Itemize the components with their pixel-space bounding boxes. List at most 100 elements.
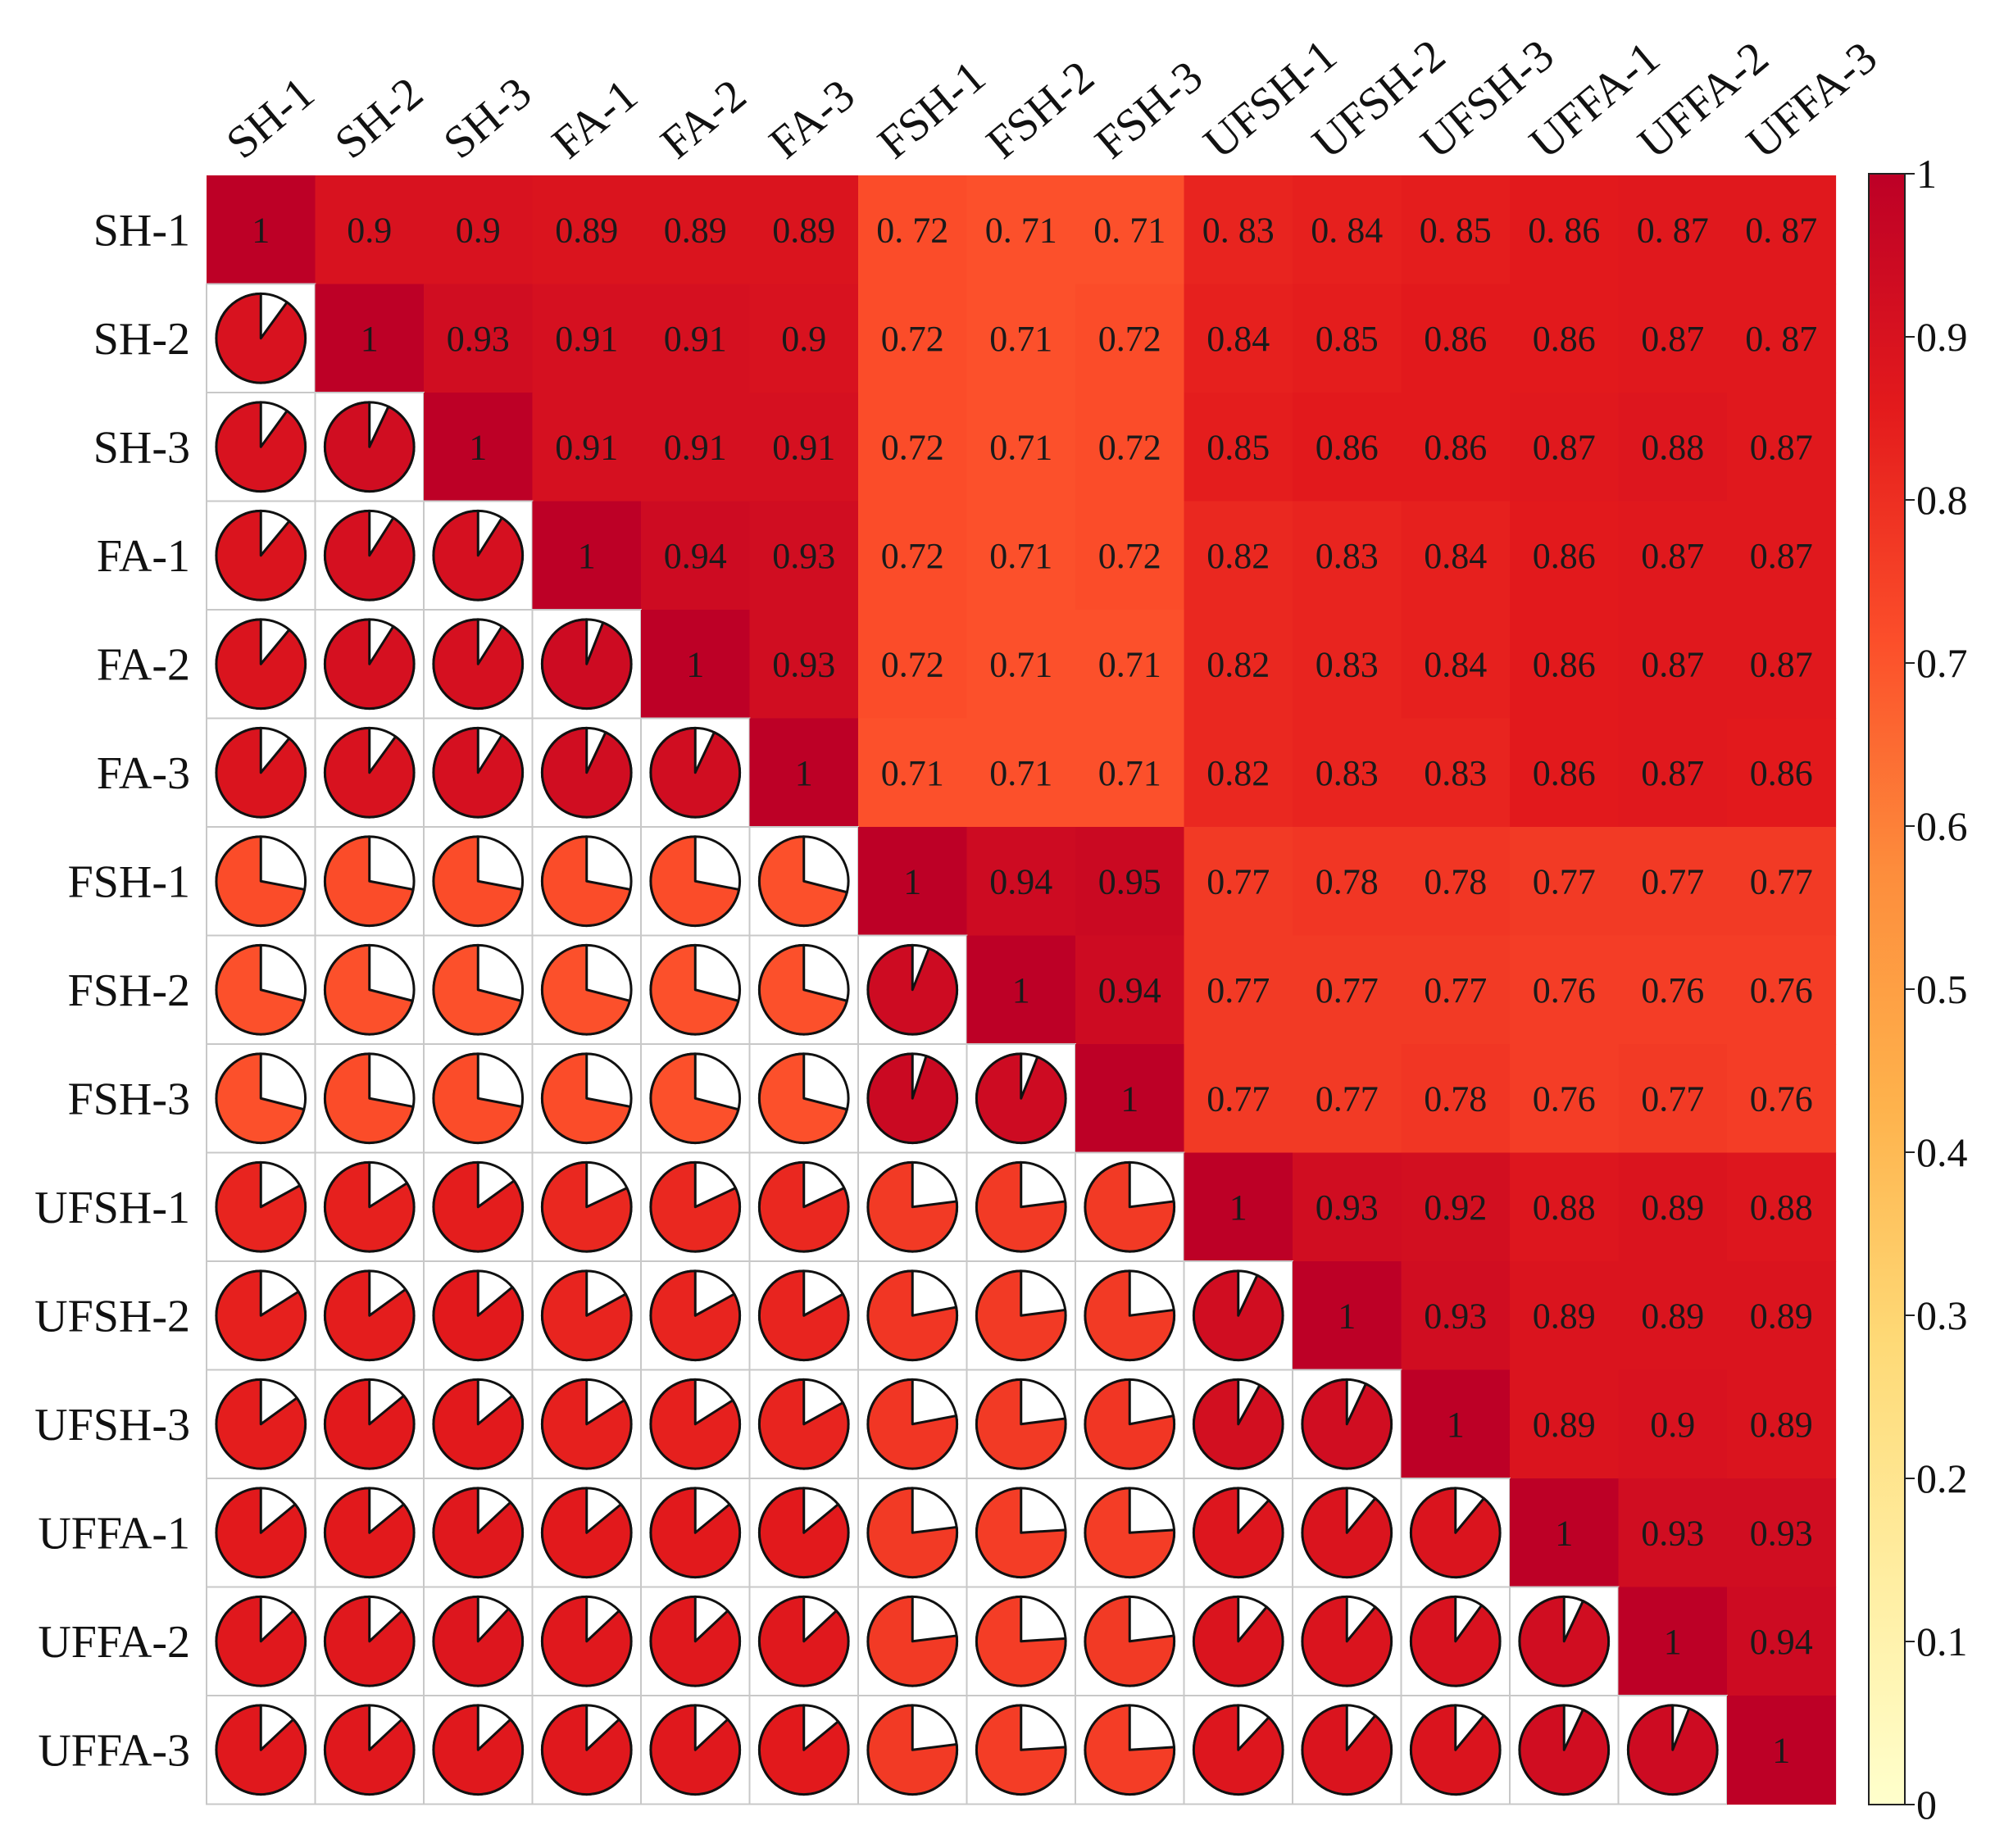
pie-slice [866, 1052, 959, 1145]
pie-slice [540, 1704, 633, 1796]
cell-value-label: 0.89 [555, 210, 618, 250]
cell-value-label: 0.71 [989, 427, 1052, 467]
heat-cell-1-10 [1293, 284, 1402, 393]
pie-slice [540, 618, 633, 711]
pie-slice [757, 1160, 850, 1253]
cell-value-label: 0.86 [1533, 536, 1596, 576]
heat-cell-5-13 [1618, 718, 1728, 828]
heat-cell-4-4 [641, 610, 751, 720]
heat-cell-8-11 [1401, 1044, 1511, 1154]
cell-value-label: 0. 71 [985, 210, 1057, 250]
cell-value-label: 0.82 [1207, 753, 1270, 793]
cell-value-label: 0. 71 [1093, 210, 1166, 250]
cell-value-label: 1 [1664, 1622, 1682, 1662]
cell-value-label: 0.76 [1533, 970, 1596, 1010]
heat-cell-3-3 [532, 501, 642, 611]
cell-value-label: 0.91 [664, 427, 727, 467]
pie-slice [1626, 1704, 1719, 1796]
pie-slice [1301, 1704, 1393, 1796]
pie-slice [215, 1704, 307, 1796]
cell-value-label: 0.93 [772, 644, 835, 684]
cell-value-label: 0.89 [1750, 1405, 1813, 1445]
pie-slice [323, 401, 416, 493]
heat-cell-0-9 [1184, 175, 1293, 285]
pie-slice [215, 1595, 307, 1687]
pie-slice [757, 1487, 850, 1579]
pie-slice [215, 1052, 306, 1145]
row-label: UFSH-1 [34, 1183, 190, 1233]
heat-cell-6-12 [1510, 827, 1620, 937]
pie-slice [649, 943, 740, 1036]
heat-cell-3-9 [1184, 501, 1293, 611]
heat-cell-11-13 [1618, 1369, 1728, 1479]
heat-cell-6-11 [1401, 827, 1511, 937]
pie-slice [215, 1378, 307, 1470]
cell-value-label: 0.85 [1207, 427, 1270, 467]
cell-value-label: 0.93 [772, 536, 835, 576]
pie-slice [432, 835, 524, 927]
pie-slice [432, 726, 525, 819]
pie-slice [1192, 1595, 1284, 1687]
pie-slice [649, 1487, 742, 1579]
heat-cell-1-4 [641, 284, 751, 393]
cell-value-label: 0.82 [1207, 644, 1270, 684]
cell-value-label: 1 [1772, 1730, 1790, 1770]
heat-cell-4-9 [1184, 610, 1293, 720]
pie-slice [540, 943, 631, 1036]
colorbar-tick-label: 0.1 [1916, 1619, 1968, 1664]
heat-cell-2-13 [1618, 393, 1728, 502]
heat-cell-0-2 [424, 175, 534, 285]
cell-value-label: 0.77 [1750, 861, 1813, 901]
cell-value-label: 0.89 [1641, 1296, 1704, 1336]
heat-cell-2-3 [532, 393, 642, 502]
cell-value-label: 0.84 [1424, 536, 1487, 576]
pie-slice [1084, 1704, 1176, 1796]
pie-slice [649, 1595, 742, 1687]
heat-cell-4-10 [1293, 610, 1402, 720]
cell-value-label: 0.72 [881, 536, 944, 576]
cell-value-label: 0.9 [781, 319, 826, 359]
heat-cell-2-7 [966, 393, 1076, 502]
cell-value-label: 0.88 [1750, 1187, 1813, 1228]
heat-cell-11-11 [1401, 1369, 1511, 1479]
cell-value-label: 0. 83 [1202, 210, 1275, 250]
cell-value-label: 0.92 [1424, 1187, 1487, 1228]
cell-value-label: 1 [1338, 1296, 1356, 1336]
cell-value-label: 0.77 [1316, 970, 1379, 1010]
cell-value-label: 0.93 [1424, 1296, 1487, 1336]
row-label: SH-2 [93, 314, 190, 365]
heat-cell-7-10 [1293, 935, 1402, 1045]
heat-cell-7-11 [1401, 935, 1511, 1045]
matrix-grid [206, 175, 1837, 1805]
heat-cell-0-8 [1075, 175, 1185, 285]
heat-cell-1-8 [1075, 284, 1185, 393]
cell-value-label: 0.87 [1533, 427, 1596, 467]
cell-value-label: 0.84 [1207, 319, 1270, 359]
row-label: UFFA-3 [38, 1725, 190, 1776]
pie-slice [432, 1487, 525, 1579]
pie-slice [1409, 1487, 1502, 1579]
cell-value-label: 0.9 [347, 210, 392, 250]
heat-cell-9-9 [1184, 1152, 1293, 1262]
cell-value-label: 1 [1447, 1405, 1465, 1445]
cell-value-label: 0.89 [1750, 1296, 1813, 1336]
pie-slice [1084, 1378, 1176, 1470]
cell-value-label: 0.87 [1641, 536, 1704, 576]
heat-cell-11-12 [1510, 1369, 1620, 1479]
pie-slice [1192, 1487, 1284, 1579]
heat-cell-2-11 [1401, 393, 1511, 502]
heat-cell-10-10 [1293, 1261, 1402, 1371]
cell-value-label: 0.93 [1316, 1187, 1379, 1228]
pie-slice [323, 1595, 416, 1687]
cell-value-label: 0.93 [1641, 1513, 1704, 1553]
heat-cell-1-11 [1401, 284, 1511, 393]
pie-slice [649, 1704, 742, 1796]
heat-cell-1-9 [1184, 284, 1293, 393]
pie-slice [866, 1160, 959, 1253]
pie-slice [215, 1487, 307, 1579]
cell-value-label: 0.83 [1316, 644, 1379, 684]
row-label: UFFA-2 [38, 1617, 190, 1668]
pie-slice [540, 1052, 632, 1145]
heat-cell-1-7 [966, 284, 1076, 393]
